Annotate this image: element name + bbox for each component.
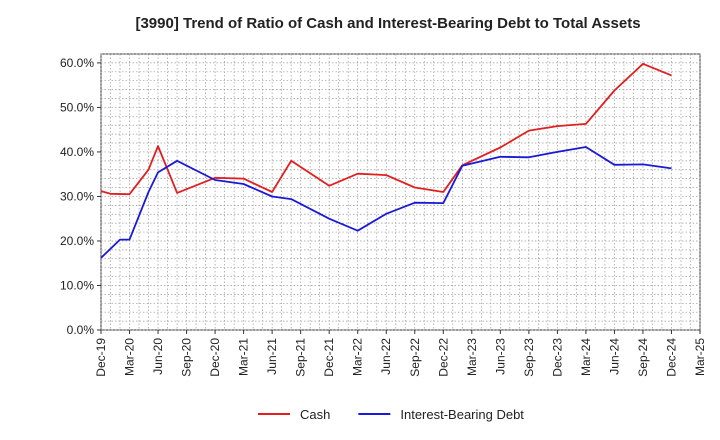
x-tick-label: Dec-19 — [94, 338, 108, 377]
chart-title: [3990] Trend of Ratio of Cash and Intere… — [135, 15, 640, 32]
x-tick-label: Mar-22 — [351, 338, 365, 376]
legend-label-1: Interest-Bearing Debt — [400, 407, 524, 422]
y-axis: 0.0% 10.0% 20.0% 30.0% 40.0% 50.0% 60.0% — [60, 56, 101, 337]
y-tick-label: 10.0% — [60, 278, 94, 292]
x-tick-label: Sep-20 — [180, 338, 194, 377]
x-tick-label: Mar-21 — [237, 338, 251, 376]
x-tick-label: Jun-20 — [151, 338, 165, 375]
y-tick-label: 60.0% — [60, 56, 94, 70]
x-tick-label: Jun-24 — [607, 338, 621, 375]
x-tick-label: Sep-23 — [522, 338, 536, 377]
legend: Cash Interest-Bearing Debt — [258, 407, 524, 422]
series-lines — [100, 62, 672, 259]
plot-area — [100, 53, 701, 331]
legend-label-0: Cash — [300, 407, 330, 422]
x-tick-label: Dec-21 — [322, 338, 336, 377]
x-tick-label: Jun-22 — [379, 338, 393, 375]
x-tick-label: Jun-21 — [265, 338, 279, 375]
y-tick-label: 0.0% — [67, 323, 95, 337]
x-tick-label: Jun-23 — [493, 338, 507, 375]
x-tick-label: Mar-25 — [693, 338, 707, 376]
series-line-1 — [100, 146, 672, 259]
y-tick-label: 50.0% — [60, 100, 94, 114]
y-tick-label: 40.0% — [60, 145, 94, 159]
x-tick-label: Sep-22 — [408, 338, 422, 377]
y-tick-label: 30.0% — [60, 189, 94, 203]
series-line-0 — [100, 62, 672, 196]
x-tick-label: Dec-20 — [208, 338, 222, 377]
x-tick-label: Mar-23 — [465, 338, 479, 376]
x-tick-label: Sep-24 — [636, 338, 650, 377]
x-tick-label: Dec-23 — [550, 338, 564, 377]
x-tick-label: Mar-24 — [579, 338, 593, 376]
x-axis: Dec-19 Mar-20 Jun-20 Sep-20 Dec-20 Mar-21 Jun-… — [94, 330, 707, 377]
grid — [100, 53, 701, 331]
x-tick-label: Dec-24 — [664, 338, 678, 377]
y-tick-label: 20.0% — [60, 234, 94, 248]
x-tick-label: Dec-22 — [436, 338, 450, 377]
x-tick-label: Mar-20 — [123, 338, 137, 376]
x-tick-label: Sep-21 — [294, 338, 308, 377]
